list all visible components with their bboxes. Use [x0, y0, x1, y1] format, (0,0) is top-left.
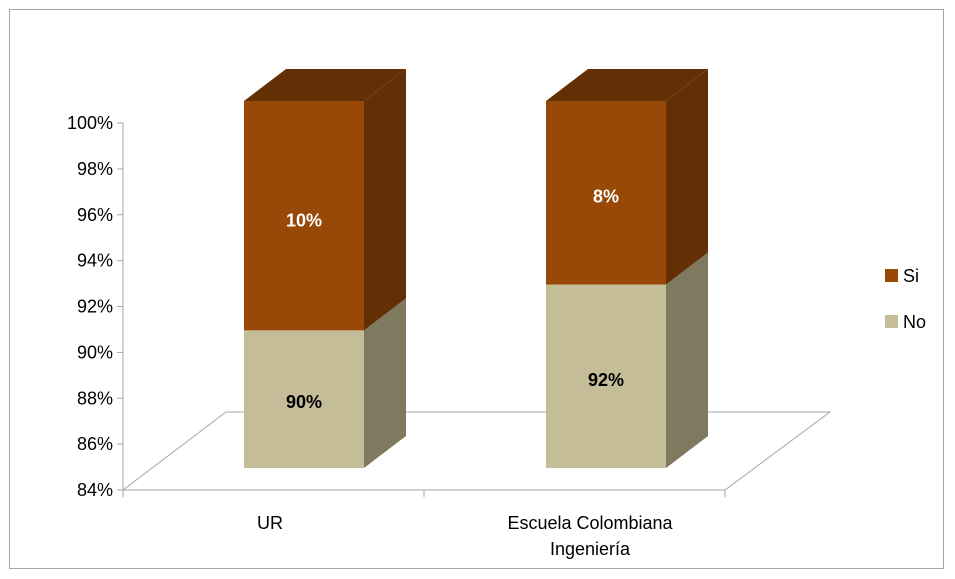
- bar-no: [546, 284, 666, 468]
- x-category-label: UR: [257, 513, 283, 533]
- bar-side-no: [666, 252, 708, 468]
- bar-side-si: [666, 69, 708, 285]
- bar-top-si: [546, 69, 708, 101]
- data-label: 10%: [286, 210, 322, 230]
- bar-no: [244, 330, 364, 468]
- bar-si: [546, 101, 666, 285]
- y-tick-label: 96%: [77, 205, 113, 225]
- data-label: 8%: [593, 186, 619, 206]
- y-tick-label: 90%: [77, 342, 113, 362]
- data-label: 92%: [588, 370, 624, 390]
- y-tick-label: 84%: [77, 480, 113, 500]
- bar-side-no: [364, 298, 406, 468]
- floor-plane: [121, 411, 832, 491]
- bar-top-si: [244, 69, 406, 101]
- y-tick-label: 98%: [77, 159, 113, 179]
- y-tick-label: 100%: [67, 113, 113, 133]
- data-label: 90%: [286, 392, 322, 412]
- legend-label-si: Si: [903, 266, 919, 286]
- y-tick-label: 92%: [77, 297, 113, 317]
- y-tick-label: 86%: [77, 434, 113, 454]
- legend-label-no: No: [903, 312, 926, 332]
- legend-swatch-si: [885, 269, 898, 282]
- y-tick-label: 88%: [77, 388, 113, 408]
- legend-swatch-no: [885, 315, 898, 328]
- x-category-label: Escuela Colombiana: [507, 513, 673, 533]
- x-category-label: Ingeniería: [550, 539, 631, 559]
- bar-si: [244, 101, 364, 331]
- y-tick-label: 94%: [77, 251, 113, 271]
- bar-side-si: [364, 69, 406, 331]
